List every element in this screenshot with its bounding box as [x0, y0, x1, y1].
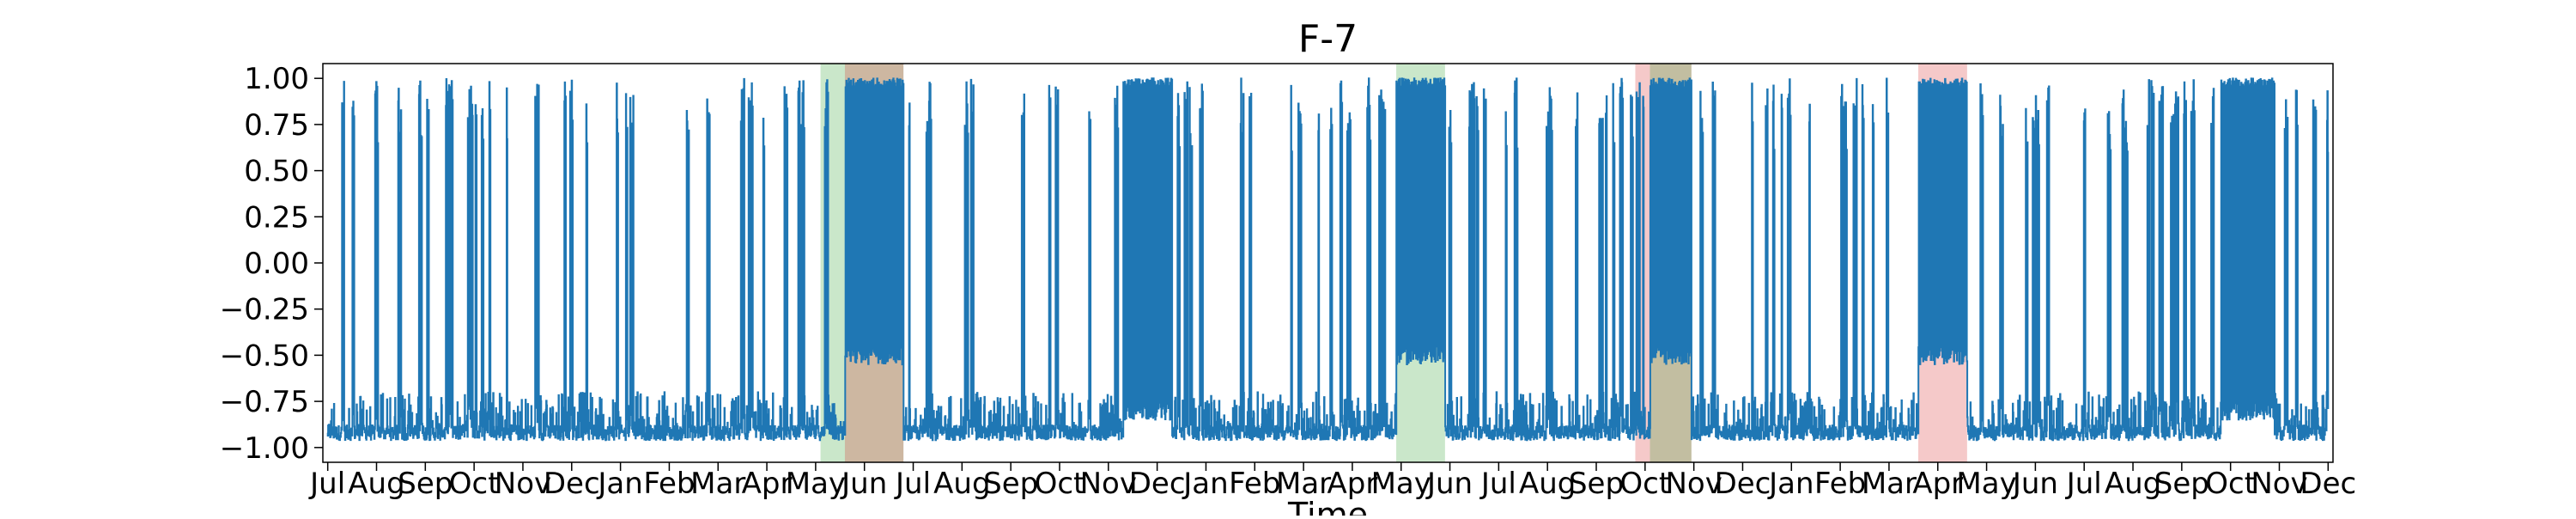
- x-tick-label: Nov: [495, 467, 551, 501]
- x-tick-label: Mar: [1276, 467, 1331, 501]
- series-line: [326, 77, 2330, 442]
- x-tick-label: Aug: [348, 467, 404, 501]
- x-tick-label: Mar: [690, 467, 745, 501]
- chart-title: F-7: [1298, 17, 1358, 61]
- x-tick-label: Apr: [742, 467, 793, 501]
- y-tick-label: 0.00: [244, 247, 309, 281]
- y-tick-label: 1.00: [244, 62, 309, 96]
- x-tick-label: Oct: [1035, 467, 1085, 501]
- y-tick-label: −0.50: [220, 339, 309, 373]
- x-tick-label: Jul: [2065, 467, 2102, 501]
- y-tick-label: −0.75: [220, 385, 309, 419]
- x-tick-label: Nov: [1665, 467, 1722, 501]
- x-tick-label: Jan: [596, 467, 642, 501]
- x-tick-label: Sep: [2154, 467, 2209, 501]
- x-axis-label: Time: [1287, 496, 1368, 516]
- x-tick-label: May: [1371, 467, 1431, 501]
- x-tick-label: Mar: [1862, 467, 1917, 501]
- x-tick-label: Feb: [1229, 467, 1280, 501]
- x-tick-label: Aug: [2105, 467, 2161, 501]
- y-axis: 1.00 0.75 0.50 0.25 0.00 −0.25 −0.50 −0.75 −1.00: [220, 62, 323, 466]
- x-tick-label: Nov: [1080, 467, 1137, 501]
- x-tick-label: May: [1956, 467, 2016, 501]
- y-tick-label: 0.75: [244, 108, 309, 143]
- x-tick-label: Sep: [983, 467, 1038, 501]
- x-tick-label: Aug: [1519, 467, 1576, 501]
- y-tick-label: 0.25: [244, 200, 309, 235]
- x-tick-label: Nov: [2251, 467, 2307, 501]
- x-tick-label: Oct: [449, 467, 500, 501]
- x-tick-label: Jun: [2011, 467, 2058, 501]
- plot-frame: [322, 63, 2334, 463]
- x-tick-label: Feb: [1814, 467, 1866, 501]
- x-tick-label: Jul: [308, 467, 345, 501]
- y-tick-label: 0.50: [244, 155, 309, 189]
- x-tick-label: Apr: [1327, 467, 1377, 501]
- x-tick-label: Dec: [1715, 467, 1771, 501]
- x-tick-label: Apr: [1912, 467, 1963, 501]
- x-tick-label: Jun: [1425, 467, 1473, 501]
- x-tick-label: Jan: [1182, 467, 1228, 501]
- x-tick-label: Sep: [1569, 467, 1624, 501]
- x-tick-label: May: [786, 467, 846, 501]
- x-tick-label: Oct: [2205, 467, 2256, 501]
- series-line-layer: [326, 77, 2330, 442]
- x-tick-label: Dec: [544, 467, 600, 501]
- x-tick-label: Oct: [1619, 467, 1670, 501]
- x-tick-label: Aug: [933, 467, 990, 501]
- x-tick-label: Jun: [840, 467, 887, 501]
- y-tick-label: −0.25: [220, 293, 309, 327]
- x-tick-label: Jan: [1767, 467, 1814, 501]
- x-tick-label: Jul: [1479, 467, 1516, 501]
- x-tick-label: Jul: [894, 467, 931, 501]
- x-tick-label: Dec: [1129, 467, 1186, 501]
- x-tick-label: Dec: [2300, 467, 2356, 501]
- x-tick-label: Sep: [398, 467, 453, 501]
- x-tick-label: Feb: [643, 467, 695, 501]
- y-tick-label: −1.00: [220, 431, 309, 466]
